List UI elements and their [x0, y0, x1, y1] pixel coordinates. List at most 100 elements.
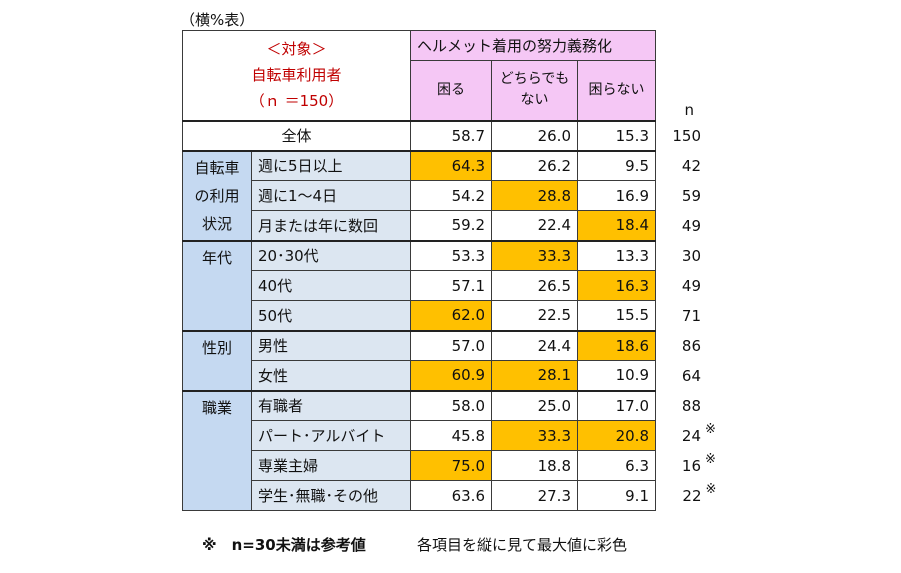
target-header: ＜対象＞ 自転車利用者 （ｎ ＝150）: [182, 30, 411, 121]
n-cell: 71: [655, 300, 716, 331]
table-row: 自転車 の利用 状況 週に5日以上 64.3 26.2 9.5 42: [182, 149, 716, 241]
table-row: 月または年に数回 59.2 22.4 18.4 49: [183, 210, 716, 241]
row-label: 月または年に数回: [251, 210, 411, 241]
table-row: 学生･無職･その他 63.6 27.3 9.1 22 ※: [183, 480, 716, 511]
category-label-line: 性別: [201, 338, 232, 357]
value-cell: 53.3: [410, 239, 492, 271]
n-cell: 64: [655, 360, 716, 391]
n-cell: 59: [655, 180, 716, 211]
table-row: 40代 57.1 26.5 16.3 49: [183, 270, 716, 301]
table-body: 全体 58.7 26.0 15.3 150 自転車 の利用 状況 週に5日以上 64.3 26.2 9…: [182, 119, 716, 511]
sample-size: 49: [681, 276, 701, 295]
target-line3: （ｎ ＝150）: [249, 92, 344, 111]
sample-size: 86: [681, 336, 701, 355]
value-cell: 59.2: [410, 210, 492, 241]
sample-size: 30: [681, 246, 701, 265]
category-label: 性別: [182, 329, 252, 391]
n-cell: 42: [655, 150, 716, 181]
sample-size: 42: [681, 156, 701, 175]
sample-size: 71: [681, 306, 701, 325]
category-label: 自転車 の利用 状況: [182, 149, 252, 241]
row-label: 20･30代: [251, 239, 411, 271]
value-cell: 58.0: [410, 389, 492, 421]
row-label: 40代: [251, 270, 411, 301]
n-cell: 49: [655, 210, 716, 241]
row-label: 男性: [251, 329, 411, 361]
reference-mark: ※: [705, 481, 717, 497]
value-cell-highlighted: 28.8: [491, 180, 578, 211]
n-cell: 150: [655, 120, 716, 151]
n-cell: 86: [655, 330, 716, 361]
value-cell-highlighted: 18.4: [577, 210, 656, 241]
footnote-coloring-note: 各項目を縦に見て最大値に彩色: [417, 536, 628, 554]
value-cell: 26.2: [491, 149, 578, 181]
n-cell: 49: [655, 270, 716, 301]
value-cell: 45.8: [410, 420, 492, 451]
value-cell-highlighted: 33.3: [491, 420, 578, 451]
row-label: 50代: [251, 300, 411, 331]
value-cell: 27.3: [491, 480, 578, 511]
unit-label: （横%表）: [180, 11, 255, 29]
row-label: 週に5日以上: [251, 149, 411, 181]
table-row: 職業 有職者 58.0 25.0 17.0 88: [182, 389, 716, 511]
sample-size: 22: [682, 486, 702, 505]
sample-size: 59: [681, 186, 701, 205]
col-header-troubled: 困る: [410, 60, 492, 121]
table-row: 全体 58.7 26.0 15.3 150: [182, 119, 716, 151]
value-cell: 22.4: [491, 210, 578, 241]
col-header-neutral-line2: ない: [520, 92, 549, 109]
table-row: 年代 20･30代 53.3 33.3 13.3 30: [182, 239, 716, 331]
row-label: 週に1～4日: [251, 180, 411, 211]
value-cell: 63.6: [410, 480, 492, 511]
row-label: 学生･無職･その他: [251, 480, 411, 511]
value-cell: 22.5: [491, 300, 578, 331]
value-cell: 6.3: [577, 450, 656, 481]
value-cell-highlighted: 28.1: [491, 360, 578, 391]
footnote-reference-note: ※ n=30未満は参考値: [202, 536, 366, 554]
blank-cell: [655, 30, 716, 61]
value-cell: 18.8: [491, 450, 578, 481]
value-cell: 25.0: [491, 389, 578, 421]
table-row: 女性 60.9 28.1 10.9 64: [183, 360, 716, 391]
col-header-not-troubled: 困らない: [577, 60, 656, 121]
col-header-neutral-line1: どちらでも: [499, 71, 570, 88]
value-cell: 9.1: [577, 480, 656, 511]
value-cell: 57.1: [410, 270, 492, 301]
value-cell: 26.0: [491, 119, 578, 151]
group-header: ヘルメット着用の努力義務化: [410, 30, 656, 61]
row-label: 全体: [182, 119, 411, 151]
value-cell-highlighted: 60.9: [410, 360, 492, 391]
row-label: パート･アルバイト: [251, 420, 411, 451]
row-label: 女性: [251, 360, 411, 391]
sample-size: 16: [681, 456, 701, 475]
row-label: 有職者: [251, 389, 411, 421]
value-cell-highlighted: 33.3: [491, 239, 578, 271]
value-cell-highlighted: 62.0: [410, 300, 492, 331]
value-cell: 10.9: [577, 360, 656, 391]
value-cell: 15.3: [577, 119, 656, 151]
value-cell: 16.9: [577, 180, 656, 211]
target-line1: ＜対象＞: [266, 40, 327, 59]
table-row: 専業主婦 75.0 18.8 6.3 16 ※: [183, 450, 716, 481]
value-cell: 54.2: [410, 180, 492, 211]
sample-size: 64: [681, 366, 701, 385]
value-cell: 13.3: [577, 239, 656, 271]
category-label: 職業: [182, 389, 252, 511]
value-cell: 26.5: [491, 270, 578, 301]
value-cell-highlighted: 75.0: [410, 450, 492, 481]
sample-size: 49: [681, 216, 701, 235]
value-cell: 15.5: [577, 300, 656, 331]
col-header-neutral: どちらでも ない: [491, 60, 578, 121]
category-label-line: 年代: [201, 248, 232, 267]
reference-mark: ※: [705, 421, 716, 437]
category-label-line: 職業: [201, 398, 232, 417]
reference-mark: ※: [705, 451, 716, 467]
value-cell-highlighted: 64.3: [410, 149, 492, 181]
value-cell: 9.5: [577, 149, 656, 181]
n-cell: 16 ※: [655, 450, 716, 481]
value-cell: 24.4: [491, 329, 578, 361]
category-label-line: 状況: [201, 214, 232, 233]
value-cell-highlighted: 16.3: [577, 270, 656, 301]
table-row: 週に1～4日 54.2 28.8 16.9 59: [183, 180, 716, 211]
n-cell: 88: [655, 390, 716, 421]
